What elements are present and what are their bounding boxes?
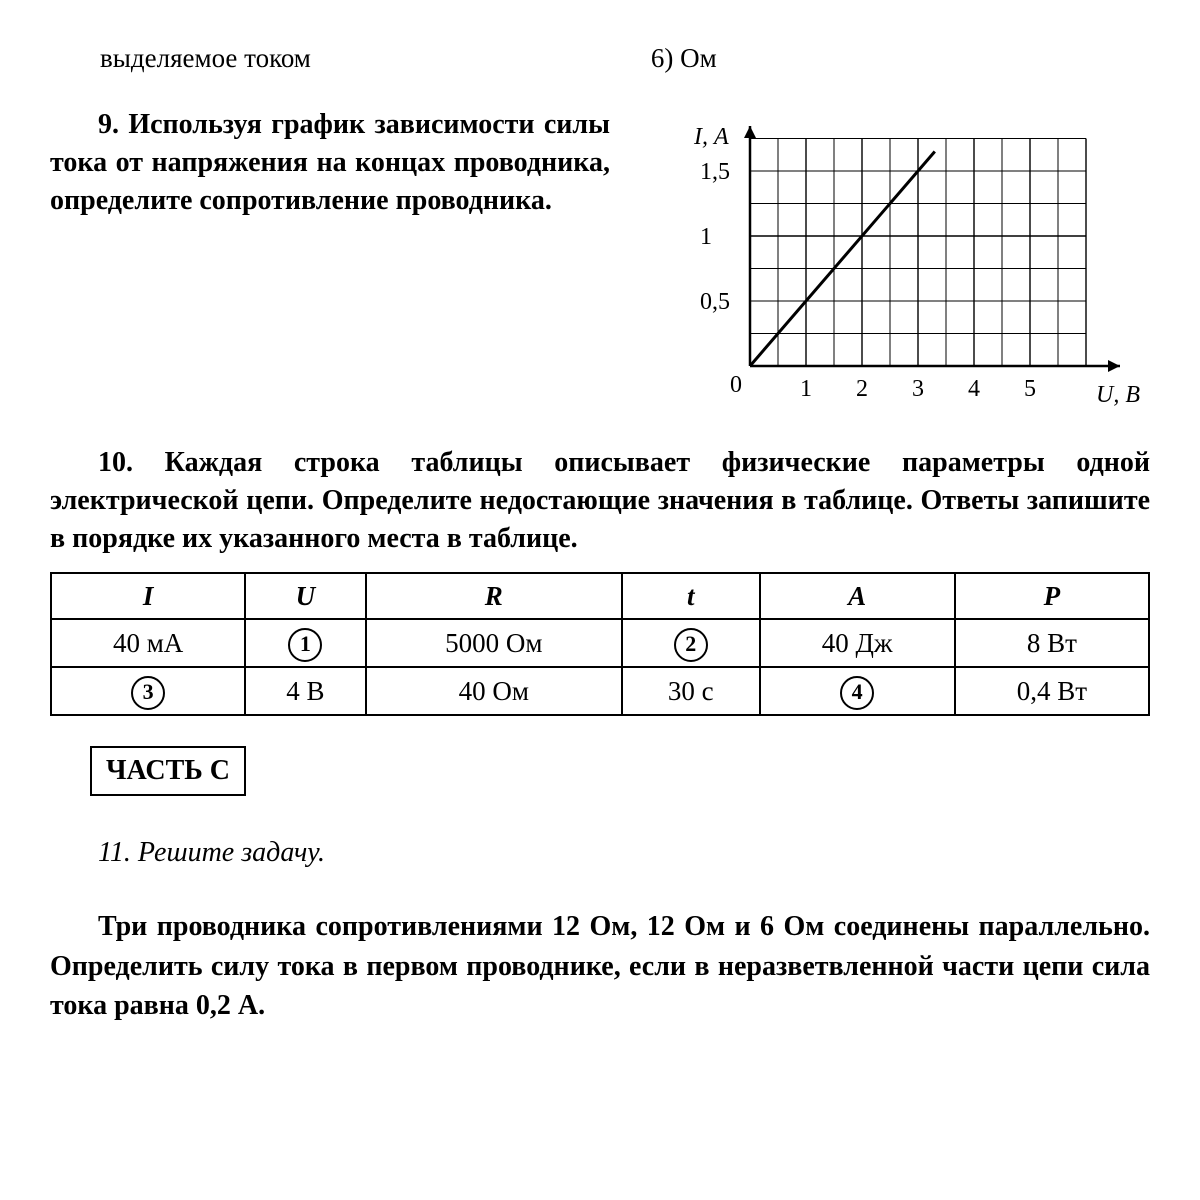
circled-number: 2: [674, 628, 708, 662]
origin-label: 0: [730, 372, 742, 398]
y-axis-label: I, А: [693, 124, 729, 150]
svg-text:2: 2: [856, 376, 868, 402]
table-header: U: [245, 573, 365, 619]
table-cell: 40 мА: [51, 619, 245, 667]
table-header: R: [366, 573, 622, 619]
svg-text:5: 5: [1024, 376, 1036, 402]
y-axis-arrow: [744, 126, 756, 138]
svg-text:1,5: 1,5: [700, 159, 730, 185]
table-cell: 4: [760, 667, 955, 715]
svg-text:4: 4: [968, 376, 980, 402]
x-axis-label: U, В: [1096, 382, 1140, 408]
table-cell: 4 В: [245, 667, 365, 715]
table-cell: 30 с: [622, 667, 760, 715]
table-cell: 3: [51, 667, 245, 715]
svg-text:1: 1: [700, 224, 712, 250]
question-11-text: Три проводника сопротивлениями 12 Ом, 12…: [50, 907, 1150, 1025]
circled-number: 4: [840, 676, 874, 710]
table-cell: 0,4 Вт: [955, 667, 1149, 715]
circled-number: 1: [288, 628, 322, 662]
table-cell: 8 Вт: [955, 619, 1149, 667]
table-header: I: [51, 573, 245, 619]
table-header: P: [955, 573, 1149, 619]
top-left-text: выделяемое током: [100, 40, 311, 76]
table-cell: 40 Дж: [760, 619, 955, 667]
table-header: A: [760, 573, 955, 619]
svg-text:3: 3: [912, 376, 924, 402]
question-10-text: 10. Каждая строка таблицы описывает физи…: [50, 444, 1150, 557]
svg-text:0,5: 0,5: [700, 289, 730, 315]
table-cell: 2: [622, 619, 760, 667]
top-right-text: 6) Ом: [651, 40, 717, 76]
part-c-heading: ЧАСТЬ С: [90, 746, 246, 796]
table-cell: 40 Ом: [366, 667, 622, 715]
svg-text:1: 1: [800, 376, 812, 402]
question-9-block: 9. Используя график зависимости силы ток…: [50, 106, 1150, 416]
table-cell: 1: [245, 619, 365, 667]
question-11-line: 11. Решите задачу.: [50, 834, 1150, 872]
circled-number: 3: [131, 676, 165, 710]
x-axis-arrow: [1108, 360, 1120, 372]
table-row: 40 мА 1 5000 Ом 2 40 Дж8 Вт: [51, 619, 1149, 667]
physics-table: IURtAP 40 мА 1 5000 Ом 2 40 Дж8 Вт 3 4 В40 Ом3…: [50, 572, 1150, 716]
question-9-text: 9. Используя график зависимости силы ток…: [50, 106, 610, 219]
table-cell: 5000 Ом: [366, 619, 622, 667]
table-header: t: [622, 573, 760, 619]
top-fragment-row: выделяемое током 6) Ом: [50, 40, 1150, 76]
chart-iv: I, А U, В 0 1 2 3 4 5 0,5 1 1,5: [680, 106, 1150, 416]
table-row: 3 4 В40 Ом30 с 4 0,4 Вт: [51, 667, 1149, 715]
